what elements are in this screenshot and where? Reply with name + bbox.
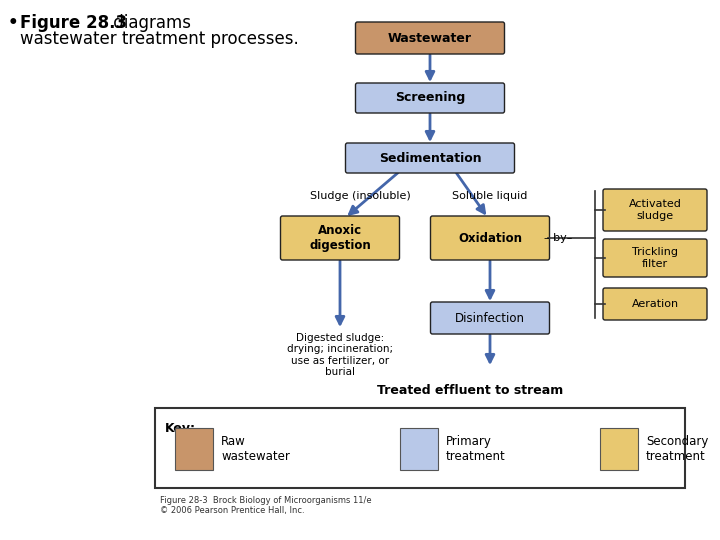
Bar <box>600 428 638 470</box>
Text: Soluble liquid: Soluble liquid <box>452 191 528 201</box>
Text: diagrams: diagrams <box>108 14 191 32</box>
Bar <box>400 428 438 470</box>
Text: Digested sludge:
drying; incineration;
use as fertilizer, or
burial: Digested sludge: drying; incineration; u… <box>287 333 393 377</box>
FancyBboxPatch shape <box>356 22 505 54</box>
Text: Raw
wastewater: Raw wastewater <box>221 435 290 463</box>
Text: Oxidation: Oxidation <box>458 232 522 245</box>
Text: Key:: Key: <box>165 422 196 435</box>
Text: Figure 28-3  Brock Biology of Microorganisms 11/e
© 2006 Pearson Prentice Hall, : Figure 28-3 Brock Biology of Microorgani… <box>160 496 372 515</box>
Text: Treated effluent to stream: Treated effluent to stream <box>377 383 563 396</box>
Text: Trickling
filter: Trickling filter <box>632 247 678 269</box>
Text: Aeration: Aeration <box>631 299 678 309</box>
FancyBboxPatch shape <box>356 83 505 113</box>
FancyBboxPatch shape <box>346 143 515 173</box>
Text: Primary
treatment: Primary treatment <box>446 435 505 463</box>
Text: Disinfection: Disinfection <box>455 312 525 325</box>
FancyBboxPatch shape <box>281 216 400 260</box>
Bar <box>175 428 213 470</box>
FancyBboxPatch shape <box>603 288 707 320</box>
FancyBboxPatch shape <box>603 239 707 277</box>
Text: •: • <box>8 14 19 32</box>
Text: Anoxic
digestion: Anoxic digestion <box>309 224 371 252</box>
Text: Activated
sludge: Activated sludge <box>629 199 681 221</box>
FancyBboxPatch shape <box>431 216 549 260</box>
FancyBboxPatch shape <box>431 302 549 334</box>
FancyBboxPatch shape <box>603 189 707 231</box>
Text: Screening: Screening <box>395 91 465 105</box>
Text: Sludge (insoluble): Sludge (insoluble) <box>310 191 410 201</box>
Text: Secondary
treatment: Secondary treatment <box>646 435 708 463</box>
Bar <box>155 408 685 488</box>
Text: Figure 28.3: Figure 28.3 <box>20 14 127 32</box>
Text: wastewater treatment processes.: wastewater treatment processes. <box>20 30 299 48</box>
Text: – by–: – by– <box>544 233 572 243</box>
Text: Sedimentation: Sedimentation <box>379 152 481 165</box>
Text: Wastewater: Wastewater <box>388 31 472 44</box>
